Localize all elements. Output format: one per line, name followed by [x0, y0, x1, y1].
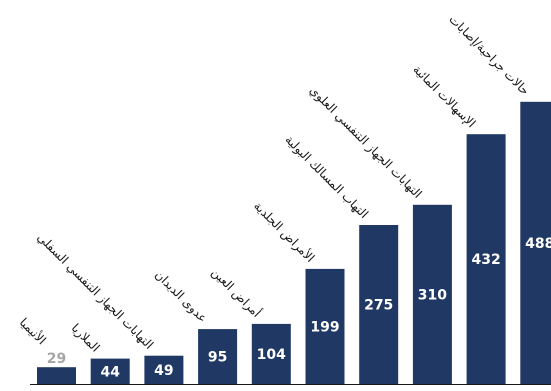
value-label-9: 432: [471, 252, 500, 268]
value-labels: 29 44 49 95 104 199 275 310 432 488: [47, 236, 551, 380]
category-label-7: التهاب المسالك البولية: [282, 133, 371, 222]
value-label-3: 49: [154, 363, 173, 379]
category-label-2: الملاريا: [68, 321, 103, 356]
category-label-9: الإسهالات المائية: [410, 62, 478, 130]
value-label-2: 44: [100, 364, 120, 380]
bar-2: [90, 358, 130, 384]
bar-5: [251, 323, 291, 384]
bar-9: [466, 134, 506, 384]
category-label-4: عدوى الديدان: [152, 268, 210, 326]
bar-7: [359, 225, 399, 384]
bar-8: [412, 204, 452, 384]
bar-3: [144, 355, 184, 384]
category-label-10: حالات جراحية/إصابات: [446, 12, 533, 99]
bars: [37, 101, 551, 385]
bar-10: [520, 101, 551, 385]
value-label-6: 199: [310, 320, 339, 336]
value-label-10: 488: [525, 236, 551, 252]
category-label-3: التهابات الجهاز التنفسي السفلي: [34, 230, 156, 352]
value-label-1: 29: [47, 351, 66, 367]
bar-6: [305, 268, 345, 384]
bar-1: [37, 367, 76, 384]
category-label-6: الأمراض الجلدية: [250, 198, 318, 266]
value-label-8: 310: [418, 287, 447, 303]
bar-4: [198, 329, 238, 384]
value-label-5: 104: [257, 347, 286, 363]
value-label-7: 275: [364, 298, 393, 314]
category-label-1: الأنيميا: [17, 315, 50, 348]
category-label-5: أمراض العين: [208, 264, 264, 320]
value-label-4: 95: [208, 350, 227, 366]
